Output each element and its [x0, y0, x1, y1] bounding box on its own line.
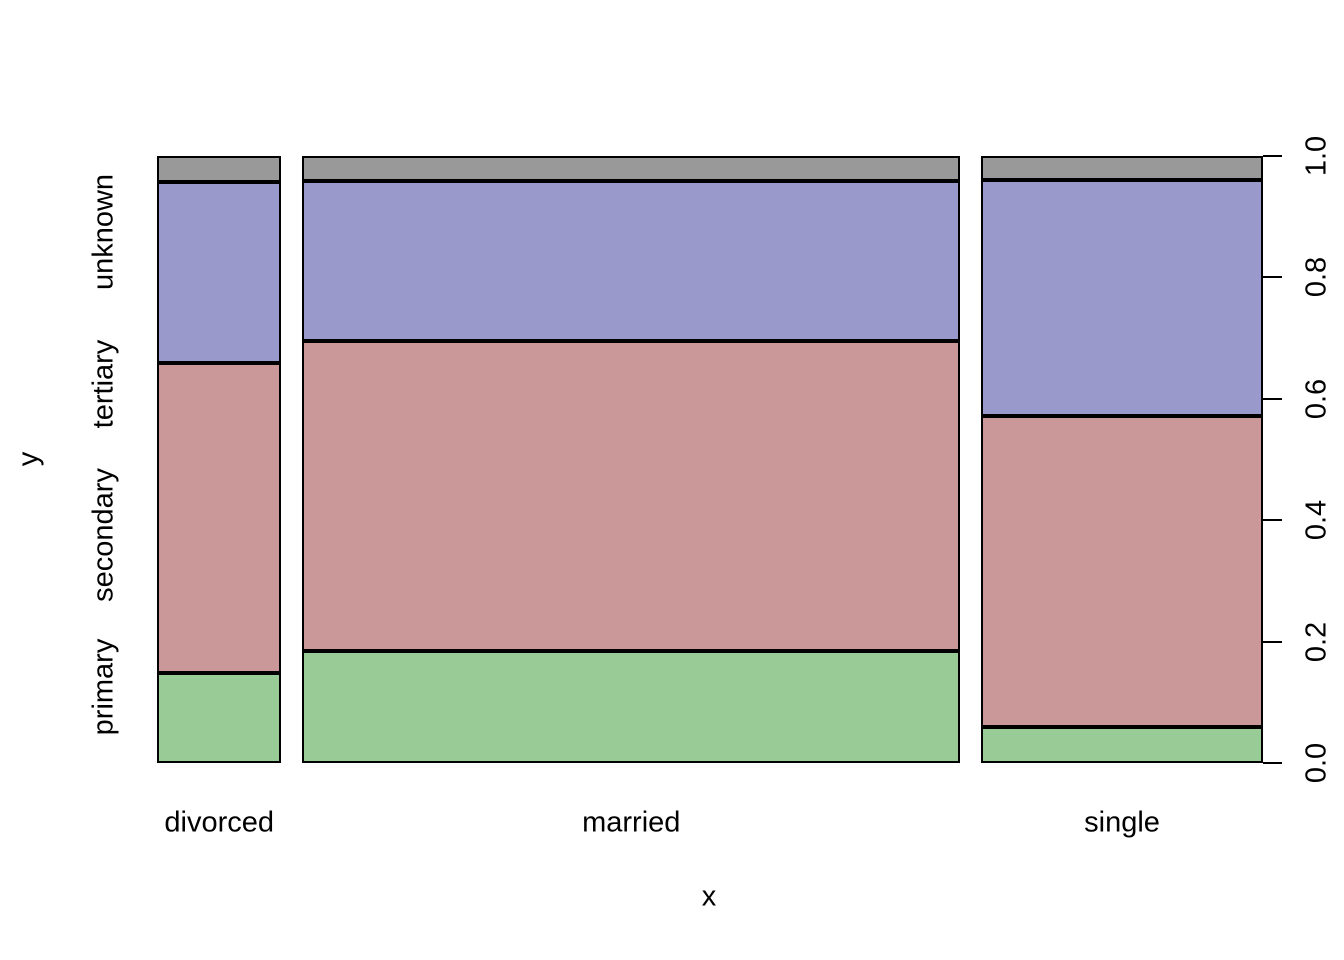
y-category-label-secondary: secondary	[87, 468, 120, 603]
y-axis-tick	[1263, 276, 1282, 279]
y-category-label-primary: primary	[87, 638, 120, 736]
segment-married-secondary	[302, 340, 961, 651]
segment-married-tertiary	[302, 180, 961, 341]
y-axis-tick	[1263, 762, 1282, 764]
segment-divorced-primary	[157, 673, 282, 763]
y-axis-tick-label-0.0: 0.0	[1300, 742, 1333, 784]
y-axis-tick-label-0.2: 0.2	[1300, 621, 1333, 662]
y-axis-tick-label-0.6: 0.6	[1300, 378, 1333, 419]
column-married	[302, 156, 961, 763]
segment-single-secondary	[981, 415, 1263, 728]
y-axis-tick	[1263, 519, 1282, 522]
y-axis-tick	[1263, 397, 1282, 400]
segment-married-unknown	[302, 156, 961, 181]
y-axis-tick-label-0.8: 0.8	[1300, 257, 1333, 298]
segment-divorced-tertiary	[157, 182, 282, 363]
y-category-label-tertiary: tertiary	[87, 339, 120, 428]
segment-single-tertiary	[981, 179, 1263, 416]
segment-single-primary	[981, 727, 1263, 763]
y-category-label-unknown: unknown	[87, 173, 120, 290]
x-tick-label-divorced: divorced	[164, 806, 275, 839]
y-axis-title: y	[12, 451, 45, 467]
y-axis-tick	[1263, 155, 1282, 157]
y-axis-tick	[1263, 640, 1282, 643]
segment-divorced-unknown	[157, 156, 282, 183]
x-tick-label-single: single	[1084, 806, 1160, 839]
y-axis-tick-label-0.4: 0.4	[1300, 500, 1333, 541]
column-single	[981, 156, 1263, 763]
segment-divorced-secondary	[157, 362, 282, 674]
y-axis-tick-label-1.0: 1.0	[1300, 135, 1333, 177]
segment-married-primary	[302, 650, 961, 763]
column-divorced	[157, 156, 282, 763]
segment-single-unknown	[981, 156, 1263, 180]
plot-area	[157, 156, 1263, 763]
x-tick-label-married: married	[582, 806, 681, 839]
x-axis-title: x	[701, 880, 717, 913]
